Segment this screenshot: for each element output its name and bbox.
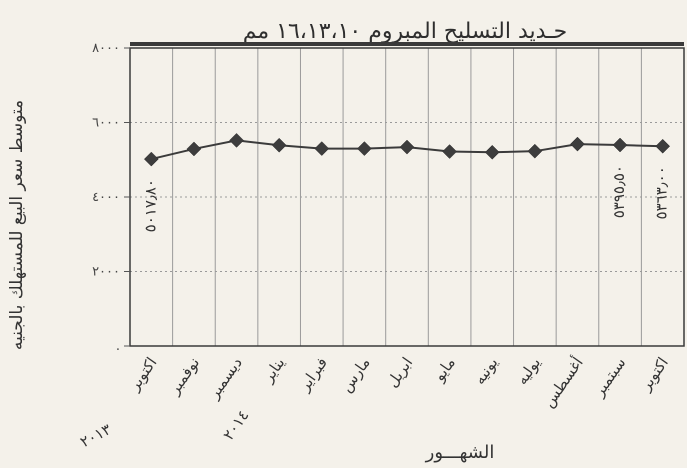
data-point-marker (484, 144, 500, 160)
x-axis-label: الشهـــور (425, 442, 495, 463)
x-tick-label: يناير (258, 354, 288, 386)
x-tick-label: يونيه (470, 354, 501, 388)
data-point-marker (271, 137, 287, 153)
data-point-marker (570, 136, 585, 152)
chart-title: حـديد التسليح المبروم ١٦،١٣،١٠ مم (243, 19, 568, 44)
data-point-marker (612, 137, 628, 153)
markers (143, 133, 671, 167)
data-point-marker (442, 144, 457, 159)
data-label: ٥٣٦٣٫٠٠ (653, 166, 671, 219)
x-tick-label: مايو (430, 354, 459, 385)
x-tick-label: اكتوبر (125, 354, 161, 395)
x-tick-label: فبراير (295, 354, 331, 395)
x-tick-label: ابريل (383, 354, 416, 391)
y-axis-ticks: . ٢٠٠٠ ٤٠٠٠ ٦٠٠٠ ٨٠٠٠ (92, 41, 130, 354)
grid (130, 48, 684, 346)
year-label-2014: ٢٠١٤ (219, 407, 252, 444)
data-point-marker (229, 133, 244, 148)
y-tick-label: . (116, 339, 120, 354)
data-point-marker (357, 141, 372, 156)
data-point-marker (186, 141, 202, 157)
x-tick-label: أغسطس (539, 353, 587, 410)
data-point-marker (143, 151, 159, 167)
data-point-marker (314, 141, 330, 156)
x-tick-label: اكتوبر (636, 354, 672, 395)
y-tick-label: ٨٠٠٠ (92, 41, 120, 56)
data-point-marker (399, 139, 415, 155)
year-label-2013: ٢٠١٣ (77, 420, 114, 451)
y-tick-label: ٢٠٠٠ (92, 265, 120, 280)
y-tick-label: ٦٠٠٠ (92, 116, 120, 131)
x-tick-label: مارس (337, 354, 374, 396)
data-label: ٥٠١٧٫٨٠ (141, 179, 159, 232)
x-tick-label: سبتمبر (589, 354, 629, 400)
data-labels: ٥٠١٧٫٨٠ ٥٣٩٥٫٥٠ ٥٣٦٣٫٠٠ (141, 165, 670, 232)
x-tick-label: ديسمبر (204, 354, 246, 403)
data-label: ٥٣٩٥٫٥٠ (610, 165, 628, 218)
y-axis-label: متوسط سعر البيع للمستهلك بالجنيه (7, 100, 27, 350)
data-point-marker (655, 138, 671, 154)
y-tick-label: ٤٠٠٠ (92, 190, 120, 205)
x-axis-ticks: اكتوبر نوفمبر ديسمبر يناير فبراير مارس ابريل ما… (125, 353, 672, 410)
data-point-marker (527, 143, 543, 159)
x-tick-label: يوليه (513, 354, 544, 388)
x-tick-label: نوفمبر (165, 354, 204, 398)
